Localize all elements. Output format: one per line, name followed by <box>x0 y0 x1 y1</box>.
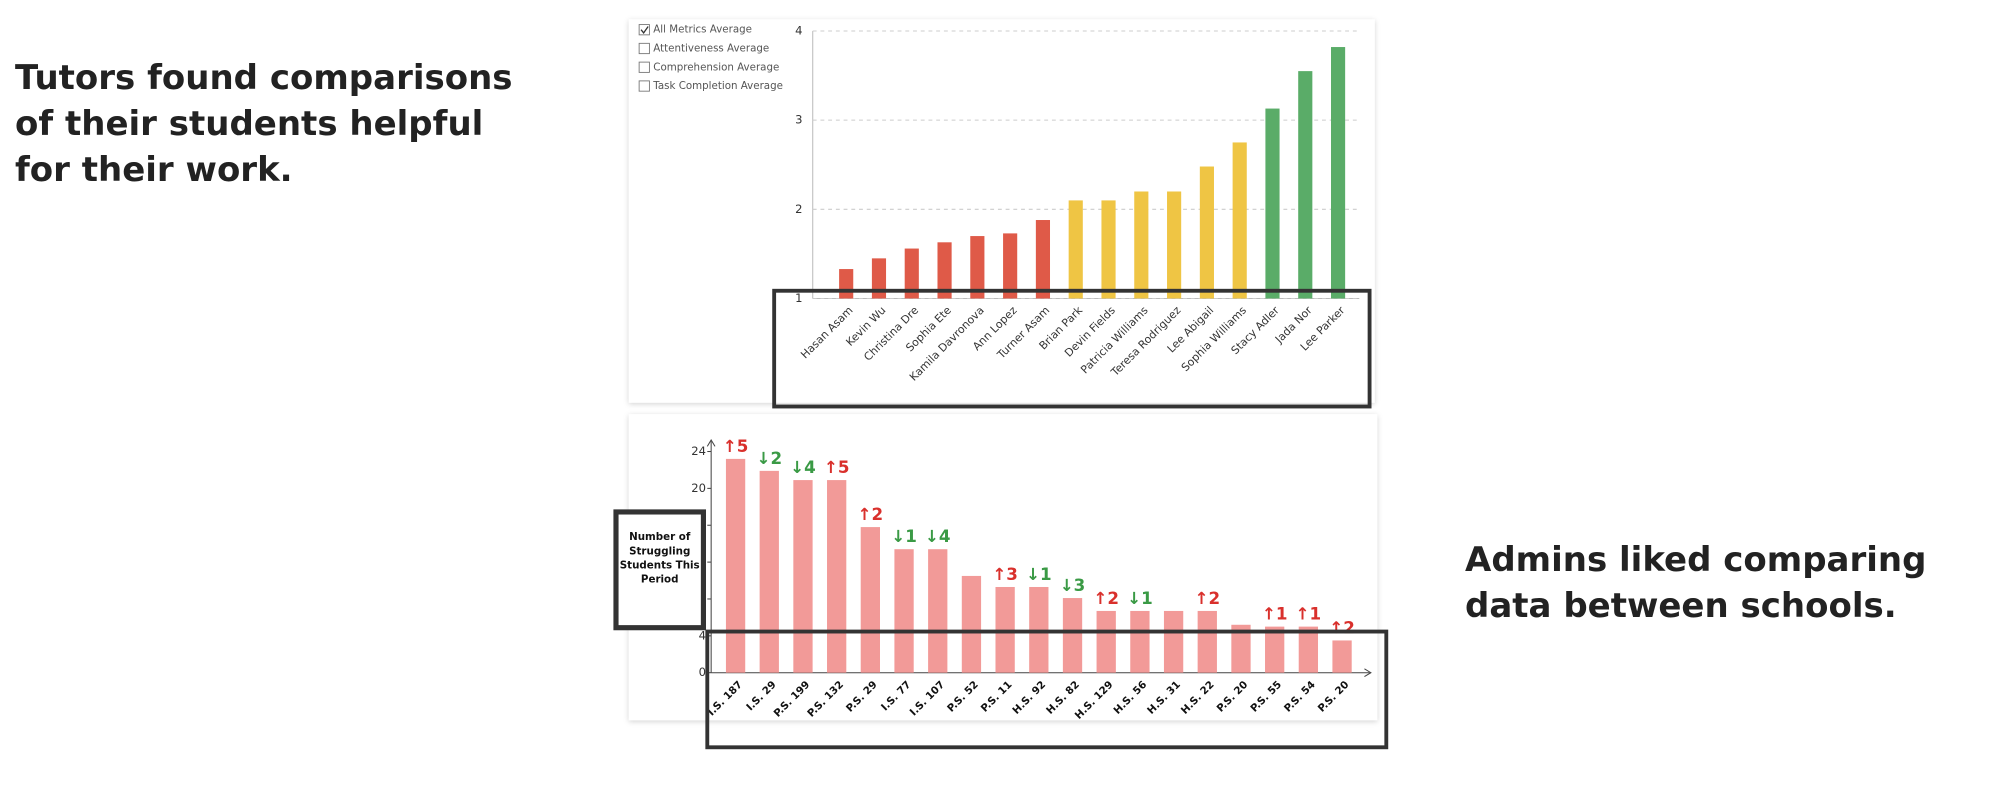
bar <box>1231 624 1251 673</box>
y-tick-label: 4 <box>795 23 802 37</box>
legend-label: Comprehension Average <box>653 61 779 73</box>
legend-checkbox[interactable] <box>638 42 650 55</box>
legend-label: Task Completion Average <box>652 80 783 92</box>
bar <box>1199 166 1214 299</box>
bar <box>1101 200 1116 299</box>
bar <box>1035 220 1051 299</box>
bar <box>1265 108 1280 299</box>
highlight-box <box>613 509 707 631</box>
change-annotation: ↑2 <box>1329 617 1355 637</box>
bar <box>928 549 948 673</box>
highlights: Number of Struggling Students This Perio… <box>613 288 1389 750</box>
change-annotation: ↓1 <box>891 526 917 546</box>
change-annotation: ↓3 <box>1060 575 1086 595</box>
bar <box>1096 610 1116 673</box>
legend-checkbox[interactable] <box>638 80 650 92</box>
right-text: Admins liked comparing data between scho… <box>1465 540 1927 626</box>
bar <box>1003 233 1018 299</box>
panel <box>628 19 1375 403</box>
y-tick-label: 1 <box>795 291 802 305</box>
highlight-box <box>772 288 1372 409</box>
axis-arrow <box>706 438 716 447</box>
change-annotation: ↑1 <box>1262 604 1288 624</box>
bar <box>1134 191 1149 299</box>
bar <box>1330 47 1346 299</box>
change-annotation: ↓4 <box>790 457 816 477</box>
y-tick-label: 3 <box>795 113 802 127</box>
bar <box>839 269 854 299</box>
bar <box>1068 200 1083 299</box>
y-tick-label: 24 <box>691 444 706 458</box>
bar <box>1163 610 1184 673</box>
change-annotation: ↓2 <box>756 448 782 468</box>
bar <box>1298 626 1319 673</box>
y-tick-label: 20 <box>691 481 706 495</box>
bar <box>1332 640 1352 673</box>
bar <box>961 575 982 673</box>
bar <box>827 480 847 673</box>
checkmark <box>640 26 649 34</box>
highlight-box <box>705 629 1389 750</box>
y-label-wrap: Number of Struggling Students This Perio… <box>619 531 700 586</box>
axis-arrow <box>1364 668 1372 678</box>
bar <box>1167 191 1182 299</box>
change-annotation: ↑2 <box>1093 588 1119 608</box>
left-text: Tutors found comparisons of their studen… <box>15 58 513 190</box>
bar <box>860 527 881 673</box>
bar <box>1232 142 1247 299</box>
bar <box>1265 626 1285 673</box>
change-annotation: ↑1 <box>1296 604 1322 624</box>
bar <box>904 248 919 299</box>
change-annotation: ↓1 <box>1026 564 1052 584</box>
legend-checkbox[interactable] <box>638 24 650 36</box>
change-annotation: ↑2 <box>858 504 884 524</box>
legend-checkbox[interactable] <box>638 61 650 73</box>
change-annotation: ↑3 <box>992 564 1018 584</box>
bar <box>937 242 952 299</box>
bar <box>1298 71 1313 299</box>
bar <box>1062 598 1083 673</box>
change-annotation: ↑5 <box>824 457 850 477</box>
change-annotation: ↓4 <box>925 526 951 546</box>
y-tick-label: 2 <box>795 202 802 216</box>
bar <box>871 258 887 299</box>
change-annotation: ↓1 <box>1127 588 1153 608</box>
bar <box>894 549 914 673</box>
y-tick-label: 0 <box>699 665 706 679</box>
bar <box>793 480 813 673</box>
bar <box>1197 610 1217 673</box>
y-tick-label: 4 <box>699 628 706 642</box>
legend-label: Attentiveness Average <box>653 42 769 54</box>
y-axis-label: Number of Struggling Students This Perio… <box>619 531 700 586</box>
change-annotation: ↑2 <box>1194 588 1220 608</box>
bar <box>970 236 985 299</box>
bar <box>1130 610 1150 673</box>
bar <box>759 470 779 673</box>
bar <box>725 458 746 673</box>
change-annotation: ↑5 <box>723 436 749 456</box>
legend-label: All Metrics Average <box>653 24 752 36</box>
